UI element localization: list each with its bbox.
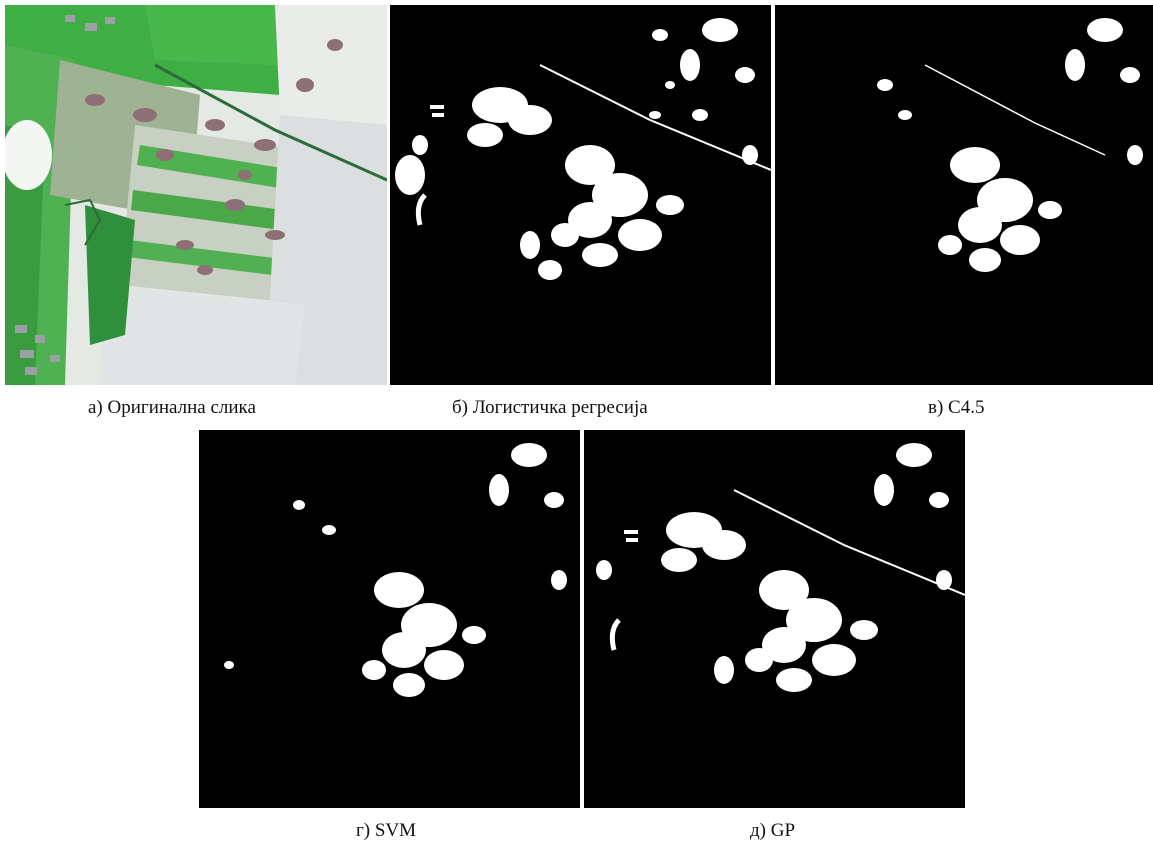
gp-mask (584, 430, 965, 808)
c45-mask-panel (775, 5, 1153, 385)
caption-logistic-regression: б) Логистичка регресија (452, 397, 648, 418)
svm-mask-panel (199, 430, 580, 808)
original-image (5, 5, 387, 385)
logistic-regression-mask (390, 5, 771, 385)
svm-mask (199, 430, 580, 808)
original-image-panel (5, 5, 387, 385)
gp-mask-panel (584, 430, 965, 808)
caption-svm: г) SVM (356, 820, 417, 841)
caption-gp: д) GP (750, 820, 796, 841)
caption-original: а) Оригинална слика (88, 397, 256, 418)
logistic-regression-mask-panel (390, 5, 771, 385)
caption-c45: в) C4.5 (928, 397, 985, 418)
c45-mask (775, 5, 1153, 385)
